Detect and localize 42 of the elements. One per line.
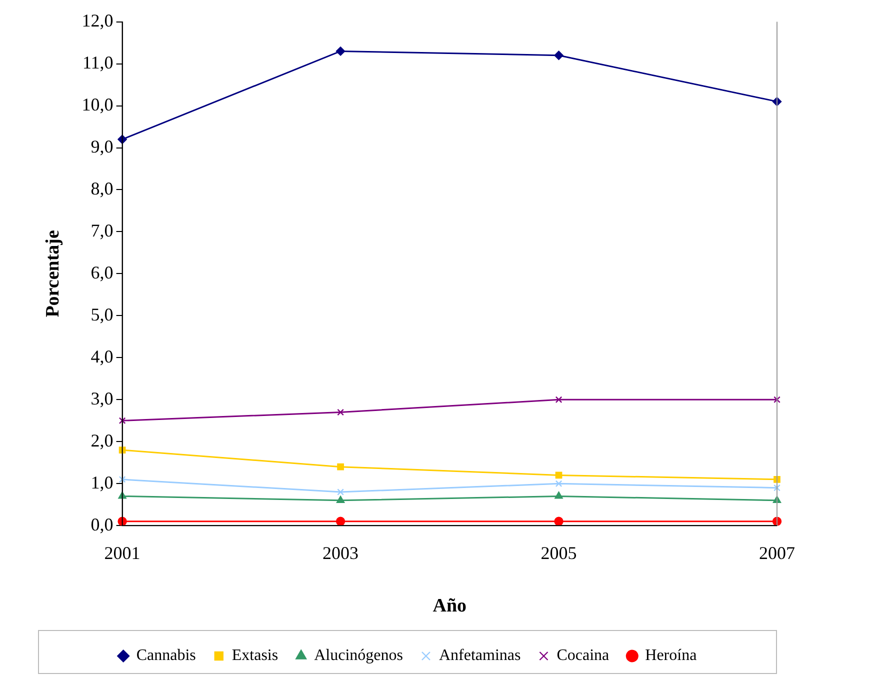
legend-label: Cocaina bbox=[556, 647, 610, 664]
point bbox=[337, 488, 344, 496]
point bbox=[774, 484, 780, 492]
point bbox=[555, 396, 562, 404]
point bbox=[336, 496, 345, 504]
legend-label: Anfetaminas bbox=[438, 647, 521, 664]
y-tick-label: 12,0 bbox=[82, 10, 114, 31]
x-tick-label: 2005 bbox=[540, 543, 577, 564]
point bbox=[118, 417, 126, 424]
point bbox=[336, 516, 346, 526]
point bbox=[554, 50, 564, 60]
y-axis-title: Porcentaje bbox=[42, 230, 64, 318]
point bbox=[336, 46, 346, 56]
y-tick-label: 6,0 bbox=[90, 262, 114, 282]
legend-label: Alucinógenos bbox=[314, 647, 403, 664]
y-tick-label: 7,0 bbox=[90, 220, 114, 240]
point bbox=[337, 463, 344, 470]
y-tick-label: 11,0 bbox=[82, 52, 114, 73]
x-tick-label: 2007 bbox=[759, 543, 795, 564]
point bbox=[554, 516, 564, 526]
y-tick-label: 8,0 bbox=[90, 178, 114, 198]
y-tick-label: 2,0 bbox=[90, 430, 114, 450]
x-tick-label: 2003 bbox=[322, 543, 359, 564]
point bbox=[555, 472, 562, 479]
point bbox=[118, 476, 126, 483]
y-tick-label: 0,0 bbox=[90, 514, 114, 534]
y-tick-label: 10,0 bbox=[82, 94, 114, 114]
point bbox=[774, 476, 780, 483]
point bbox=[555, 480, 562, 488]
x-axis-title: Año bbox=[432, 596, 467, 617]
point bbox=[554, 492, 563, 499]
legend-label: Cannabis bbox=[136, 647, 196, 664]
x-tick-label: 2001 bbox=[104, 543, 140, 564]
point bbox=[774, 396, 780, 404]
legend-label: Heroína bbox=[645, 647, 697, 664]
y-tick-label: 5,0 bbox=[90, 304, 114, 324]
y-tick-label: 4,0 bbox=[90, 346, 114, 366]
y-tick-label: 1,0 bbox=[90, 472, 114, 492]
point bbox=[337, 408, 344, 416]
legend-label: Extasis bbox=[232, 647, 278, 664]
y-tick-label: 3,0 bbox=[90, 388, 114, 408]
y-tick-label: 9,0 bbox=[90, 136, 114, 156]
